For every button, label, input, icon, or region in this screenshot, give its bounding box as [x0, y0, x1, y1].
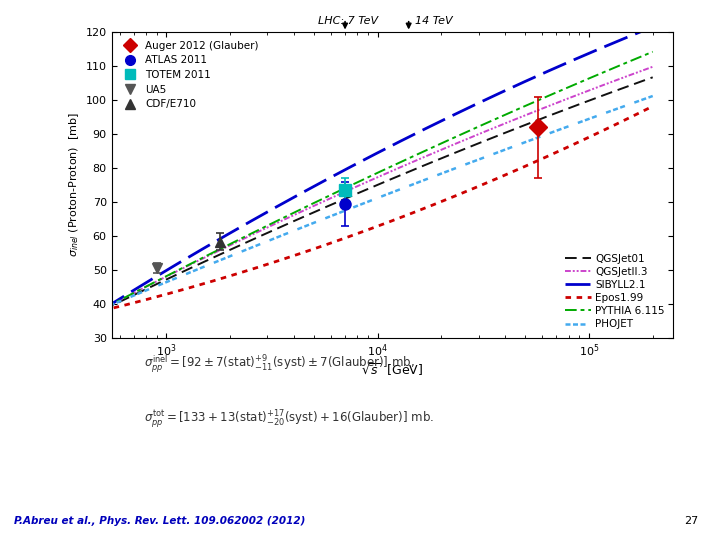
Text: $\sigma^{\mathrm{tot}}_{pp} = [133 + 13(\mathrm{stat})^{+17}_{-20}(\mathrm{syst}: $\sigma^{\mathrm{tot}}_{pp} = [133 + 13(… — [144, 408, 434, 430]
Text: $\sigma^{\mathrm{inel}}_{pp} = [92 \pm 7(\mathrm{stat})^{+9}_{-11}(\mathrm{syst}: $\sigma^{\mathrm{inel}}_{pp} = [92 \pm 7… — [144, 354, 415, 375]
Legend: QGSJet01, QGSJetII.3, SIBYLL2.1, Epos1.99, PYTHIA 6.115, PHOJET: QGSJet01, QGSJetII.3, SIBYLL2.1, Epos1.9… — [562, 251, 668, 332]
Text: 27: 27 — [684, 516, 698, 526]
Text: LHC: 7 TeV: LHC: 7 TeV — [318, 16, 378, 26]
Text: P.Abreu et al., Phys. Rev. Lett. 109.062002 (2012): P.Abreu et al., Phys. Rev. Lett. 109.062… — [14, 516, 306, 526]
X-axis label: $\sqrt{s}$  [GeV]: $\sqrt{s}$ [GeV] — [361, 362, 423, 379]
Text: 14 TeV: 14 TeV — [415, 16, 453, 26]
Y-axis label: $\sigma_{inel}$ (Proton-Proton)  [mb]: $\sigma_{inel}$ (Proton-Proton) [mb] — [68, 112, 81, 258]
